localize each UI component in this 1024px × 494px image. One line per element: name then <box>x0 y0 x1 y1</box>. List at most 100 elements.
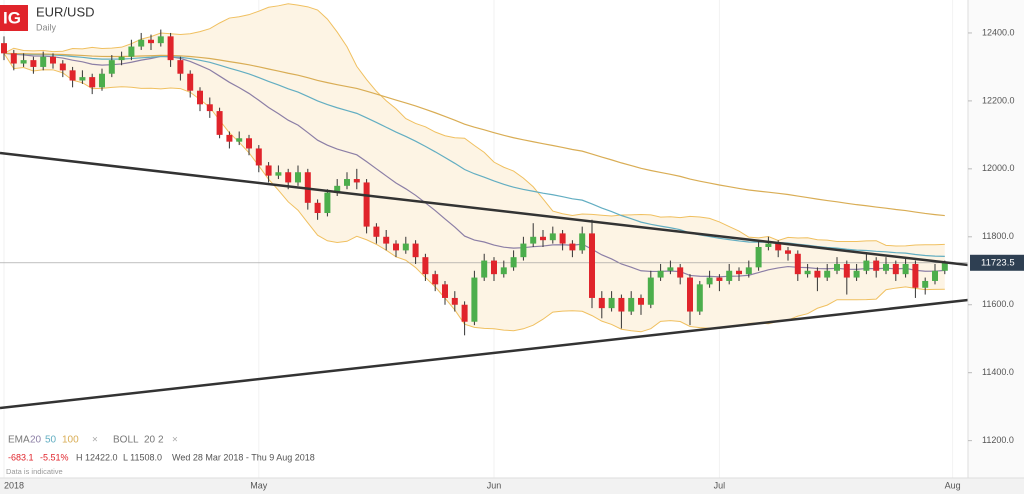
candle-body <box>628 297 635 312</box>
change-pct: -5.51% <box>40 452 69 462</box>
candle-body <box>432 274 439 285</box>
candle-body <box>843 263 850 278</box>
candle-body <box>932 270 938 281</box>
candle-body <box>608 297 615 309</box>
candle-body <box>138 39 145 47</box>
remove-icon[interactable]: × <box>172 435 178 446</box>
candle-body <box>834 263 840 271</box>
low: L 11508.0 <box>123 452 162 462</box>
candle-body <box>765 243 772 247</box>
trendline-lower <box>0 298 969 410</box>
candle-body <box>902 263 909 275</box>
candle-body <box>10 53 17 64</box>
candle-body <box>589 233 595 298</box>
candle-body <box>667 267 674 271</box>
candle-body <box>285 172 292 183</box>
candle-body <box>99 73 105 88</box>
candle-body <box>451 297 458 305</box>
candle-body <box>853 270 860 278</box>
candle-body <box>216 111 223 135</box>
ema-period: 20 <box>30 435 42 446</box>
candle-body <box>314 202 321 214</box>
candle-body <box>167 36 174 61</box>
candle-body <box>334 185 341 193</box>
candle-body <box>638 297 644 305</box>
candle-body <box>206 104 213 112</box>
candle-body <box>510 257 517 268</box>
candle-body <box>69 70 76 81</box>
x-axis-band <box>0 478 1024 494</box>
candle-body <box>687 277 693 312</box>
candle-body <box>804 270 811 275</box>
candle-body <box>696 284 703 312</box>
candle-body <box>471 277 478 322</box>
candle-body <box>1 43 7 54</box>
change: -683.1 <box>8 452 34 462</box>
candle-body <box>344 179 350 186</box>
x-tick-label: Aug <box>945 480 961 490</box>
y-tick-label: 11400.0 <box>982 367 1014 377</box>
note: Data is indicative <box>6 467 63 476</box>
candle-body <box>118 56 125 61</box>
candle-body <box>148 39 154 44</box>
candle-body <box>157 36 164 44</box>
candle-body <box>677 267 684 278</box>
candle-body <box>236 138 243 142</box>
candle-body <box>79 77 86 81</box>
candle-body <box>383 236 390 244</box>
candle-body <box>716 277 723 281</box>
candle-body <box>108 60 115 74</box>
ema-line <box>3 52 945 217</box>
candle-body <box>402 243 409 251</box>
candle-body <box>706 277 713 285</box>
ema-label: EMA <box>8 435 30 446</box>
y-tick-label: 11200.0 <box>982 435 1014 445</box>
candle-body <box>755 246 762 268</box>
candle-body <box>265 165 272 176</box>
candle-body <box>941 262 948 271</box>
candle-body <box>549 233 556 241</box>
candle-body <box>794 253 801 275</box>
candle-body <box>785 250 791 254</box>
legend: EMA × BOLL 20 2 × <box>8 435 178 446</box>
timeframe: Daily <box>36 22 57 32</box>
ema-period: 100 <box>62 435 79 446</box>
candle-body <box>647 277 654 305</box>
y-tick-label: 11800.0 <box>982 231 1014 241</box>
symbol: EUR/USD <box>36 4 95 19</box>
logo-text: IG <box>3 8 21 27</box>
candle-body <box>775 243 782 251</box>
candle-body <box>922 280 929 288</box>
candle-body <box>736 270 742 275</box>
y-tick-label: 12400.0 <box>982 27 1015 37</box>
candle-body <box>197 90 203 105</box>
date-range: Wed 28 Mar 2018 - Thu 9 Aug 2018 <box>172 452 315 462</box>
candle-body <box>873 260 880 271</box>
candle-body <box>393 243 399 251</box>
plot-area <box>0 0 968 478</box>
candle-body <box>89 77 96 88</box>
candle-body <box>745 267 752 275</box>
candle-body <box>30 60 37 67</box>
boll-label: BOLL <box>113 435 139 446</box>
ema-period: 50 <box>45 435 57 446</box>
y-tick-label: 12200.0 <box>982 95 1015 105</box>
candle-body <box>657 270 664 278</box>
x-tick-label: Jun <box>487 480 502 490</box>
candle-body <box>569 243 576 251</box>
x-tick-label: Jul <box>714 480 726 490</box>
candle-body <box>177 60 184 74</box>
y-axis-band <box>968 0 1024 478</box>
candle-body <box>540 236 546 241</box>
candle-body <box>598 297 605 309</box>
candle-body <box>520 243 527 258</box>
candle-body <box>461 304 468 322</box>
candle-body <box>295 172 301 183</box>
remove-icon[interactable]: × <box>92 435 98 446</box>
candle-body <box>363 182 370 227</box>
candle-body <box>255 148 262 166</box>
y-tick-label: 11600.0 <box>982 299 1014 309</box>
candle-body <box>892 263 899 275</box>
candle-body <box>324 192 331 214</box>
